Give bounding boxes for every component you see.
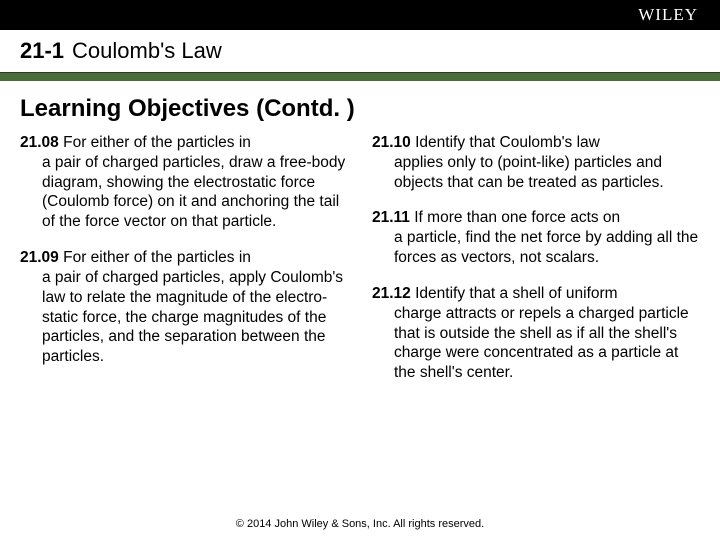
objective-lead: Identify that a shell of uniform [415,285,617,302]
objective-number: 21.12 [372,285,411,302]
brand-logo: WILEY [638,5,698,25]
section-number: 21-1 [20,38,64,64]
objective-text: a pair of charged particles, draw a free… [20,153,348,232]
objective-text: a pair of charged particles, apply Coulo… [20,268,348,367]
objective-number: 21.08 [20,134,59,151]
objective-lead: Identify that Coulomb's law [415,134,600,151]
accent-bar [0,72,720,81]
objective-text: charge attracts or repels a charged part… [372,304,700,383]
objective-number: 21.11 [372,209,410,226]
right-column: 21.10 Identify that Coulomb's law applie… [372,133,700,383]
objective-item: 21.09 For either of the particles in a p… [20,248,348,367]
objective-item: 21.08 For either of the particles in a p… [20,133,348,232]
objective-lead: For either of the particles in [63,249,251,266]
objective-number: 21.10 [372,134,411,151]
objective-lead: For either of the particles in [63,134,251,151]
objective-text: a particle, find the net force by adding… [372,228,700,268]
subheading: Learning Objectives (Contd. ) [0,81,720,133]
objective-text: applies only to (point-like) particles a… [372,153,700,193]
content-area: 21.08 For either of the particles in a p… [0,133,720,383]
section-title: Coulomb's Law [72,38,222,64]
objective-item: 21.11 If more than one force acts on a p… [372,208,700,267]
top-bar: WILEY [0,0,720,30]
objective-item: 21.10 Identify that Coulomb's law applie… [372,133,700,192]
title-bar: 21-1 Coulomb's Law [0,30,720,72]
copyright-footer: © 2014 John Wiley & Sons, Inc. All right… [0,518,720,530]
objective-number: 21.09 [20,249,59,266]
left-column: 21.08 For either of the particles in a p… [20,133,348,383]
objective-item: 21.12 Identify that a shell of uniform c… [372,284,700,383]
objective-lead: If more than one force acts on [414,209,620,226]
